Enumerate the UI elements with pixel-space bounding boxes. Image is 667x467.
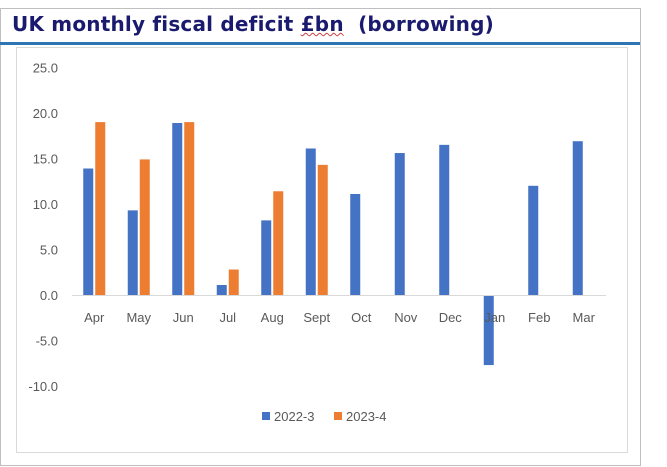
x-tick-label: May xyxy=(126,310,151,325)
bar-2022-3 xyxy=(572,141,583,295)
legend-label: 2023-4 xyxy=(346,409,386,424)
bar-2023-4 xyxy=(95,122,106,295)
x-tick-label: Feb xyxy=(528,310,550,325)
bar-2023-4 xyxy=(317,164,328,295)
x-tick-label: Sept xyxy=(303,310,330,325)
bar-2022-3 xyxy=(261,220,272,295)
bar-2023-4 xyxy=(273,191,284,295)
y-tick-label: -10.0 xyxy=(28,379,58,394)
y-tick-label: 5.0 xyxy=(40,243,58,258)
x-tick-label: Jan xyxy=(484,310,505,325)
bar-2022-3 xyxy=(127,210,138,295)
title-rule xyxy=(0,42,640,45)
y-tick-label: 20.0 xyxy=(33,106,58,121)
legend-swatch xyxy=(262,412,270,420)
bar-2022-3 xyxy=(305,148,316,295)
bar-2023-4 xyxy=(184,122,195,295)
x-tick-label: Dec xyxy=(439,310,463,325)
x-tick-label: Nov xyxy=(394,310,418,325)
bar-2022-3 xyxy=(350,193,361,295)
plot-border xyxy=(16,47,628,453)
x-tick-label: Jun xyxy=(173,310,194,325)
x-tick-label: Mar xyxy=(573,310,596,325)
bar-2023-4 xyxy=(228,269,239,295)
y-tick-label: -5.0 xyxy=(36,334,58,349)
y-tick-label: 0.0 xyxy=(40,288,58,303)
y-tick-label: 10.0 xyxy=(33,197,58,212)
legend-label: 2022-3 xyxy=(274,409,314,424)
x-tick-label: Aug xyxy=(261,310,284,325)
outer-border xyxy=(0,8,641,466)
bar-2022-3 xyxy=(83,168,94,295)
bar-2022-3 xyxy=(394,153,405,295)
y-tick-label: 25.0 xyxy=(33,61,58,76)
x-tick-label: Jul xyxy=(219,310,236,325)
bar-2023-4 xyxy=(139,159,150,295)
legend-swatch xyxy=(334,412,342,420)
x-tick-label: Oct xyxy=(351,310,372,325)
y-tick-label: 15.0 xyxy=(33,152,58,167)
bar-2022-3 xyxy=(483,295,494,366)
bar-2022-3 xyxy=(172,123,183,295)
bar-2022-3 xyxy=(528,185,539,295)
bar-2022-3 xyxy=(216,284,227,295)
chart-title: UK monthly fiscal deficit £bn (borrowing… xyxy=(12,12,494,36)
bar-2022-3 xyxy=(439,144,450,295)
x-tick-label: Apr xyxy=(84,310,105,325)
